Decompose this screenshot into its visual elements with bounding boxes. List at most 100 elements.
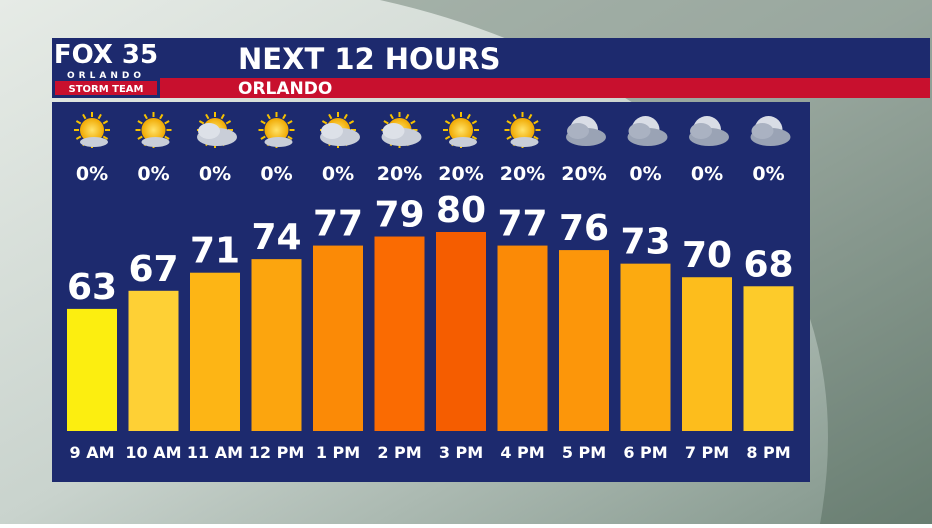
precip-label: 0%	[629, 163, 661, 185]
cloud	[264, 137, 293, 147]
sun-ray	[75, 135, 82, 140]
sun	[141, 118, 166, 142]
precip-label: 0%	[322, 163, 354, 185]
sun-ray	[328, 113, 333, 120]
sun-ray	[137, 120, 143, 125]
sun-ray	[102, 135, 109, 140]
weather-icon	[750, 116, 791, 146]
sun-ray	[75, 120, 82, 125]
sun-ray	[383, 120, 389, 125]
x-tick-label: 3 PM	[439, 443, 483, 462]
bar	[497, 245, 548, 431]
value-label: 68	[743, 244, 793, 285]
x-tick-label: 8 PM	[746, 443, 790, 462]
sun-ray	[451, 113, 456, 120]
bar	[190, 272, 240, 431]
value-label: 71	[190, 231, 240, 272]
sun-ray	[466, 113, 471, 120]
x-tick-label: 6 PM	[623, 443, 667, 462]
weather-icon	[197, 112, 237, 148]
value-label: 77	[313, 204, 363, 245]
cloud	[567, 123, 589, 139]
sun-ray	[159, 113, 164, 120]
value-label: 63	[67, 267, 117, 308]
x-tick-label: 1 PM	[316, 443, 360, 462]
sun	[80, 118, 104, 142]
cloud	[382, 123, 405, 139]
sun-ray	[164, 135, 170, 140]
x-tick-label: 5 PM	[562, 443, 606, 462]
header-bar	[52, 38, 930, 78]
value-label: 77	[497, 204, 547, 245]
precip-label: 20%	[500, 163, 545, 185]
precip-label: 20%	[438, 163, 483, 185]
value-label: 79	[374, 195, 424, 236]
value-label: 74	[251, 217, 301, 258]
x-tick-label: 11 AM	[187, 443, 243, 462]
bar	[313, 245, 363, 431]
logo-city: ORLANDO	[67, 71, 145, 81]
weather-icon	[566, 116, 606, 146]
subheader-bar	[160, 78, 930, 98]
sun	[449, 118, 473, 142]
bar	[436, 232, 486, 431]
weather-icon	[135, 112, 172, 148]
value-label: 67	[128, 249, 178, 290]
weather-icon	[689, 116, 729, 146]
value-label: 73	[620, 222, 670, 263]
precip-label: 0%	[260, 163, 292, 185]
bar	[743, 286, 794, 431]
precip-label: 0%	[76, 163, 108, 185]
sun-ray	[348, 120, 355, 125]
precip-label: 0%	[691, 163, 723, 185]
precip-label: 20%	[561, 163, 606, 185]
cloud	[321, 123, 343, 139]
bar	[559, 250, 609, 431]
logo-brand: FOX 35	[54, 40, 158, 70]
x-tick-label: 12 PM	[249, 443, 304, 462]
sun-ray	[220, 113, 225, 120]
bar	[67, 308, 117, 431]
sun-ray	[260, 135, 266, 140]
bar	[374, 236, 425, 431]
logo-team-box	[55, 81, 157, 95]
sun-ray	[282, 113, 287, 120]
sun-ray	[533, 135, 539, 140]
cloud	[751, 123, 774, 139]
sun-ray	[260, 120, 266, 125]
x-tick-label: 10 AM	[125, 443, 181, 462]
sun-ray	[471, 120, 478, 125]
sun-ray	[444, 135, 451, 140]
cloud	[141, 137, 170, 147]
sun-ray	[533, 120, 539, 125]
sun-ray	[137, 135, 143, 140]
weather-icon	[74, 112, 110, 148]
sun-ray	[506, 120, 512, 125]
cloud	[510, 137, 539, 147]
cloud	[80, 137, 108, 147]
weather-icon	[504, 112, 541, 148]
x-tick-label: 7 PM	[685, 443, 729, 462]
sun-ray	[102, 120, 109, 125]
sun-ray	[512, 113, 517, 120]
sun-ray	[410, 120, 416, 125]
cloud	[449, 137, 477, 147]
bar	[128, 290, 179, 431]
logo-team: STORM TEAM	[69, 84, 144, 95]
weather-icon	[258, 112, 295, 148]
precip-label: 20%	[377, 163, 422, 185]
value-label: 80	[436, 190, 486, 231]
bar	[682, 277, 732, 431]
sun	[264, 118, 289, 142]
sun-ray	[528, 113, 533, 120]
cloud	[690, 123, 712, 139]
sun-ray	[225, 120, 232, 125]
sun-ray	[97, 113, 102, 120]
sun-ray	[82, 113, 87, 120]
sun-ray	[405, 113, 410, 120]
precip-label: 0%	[752, 163, 784, 185]
sun-ray	[321, 120, 328, 125]
x-tick-label: 4 PM	[500, 443, 544, 462]
